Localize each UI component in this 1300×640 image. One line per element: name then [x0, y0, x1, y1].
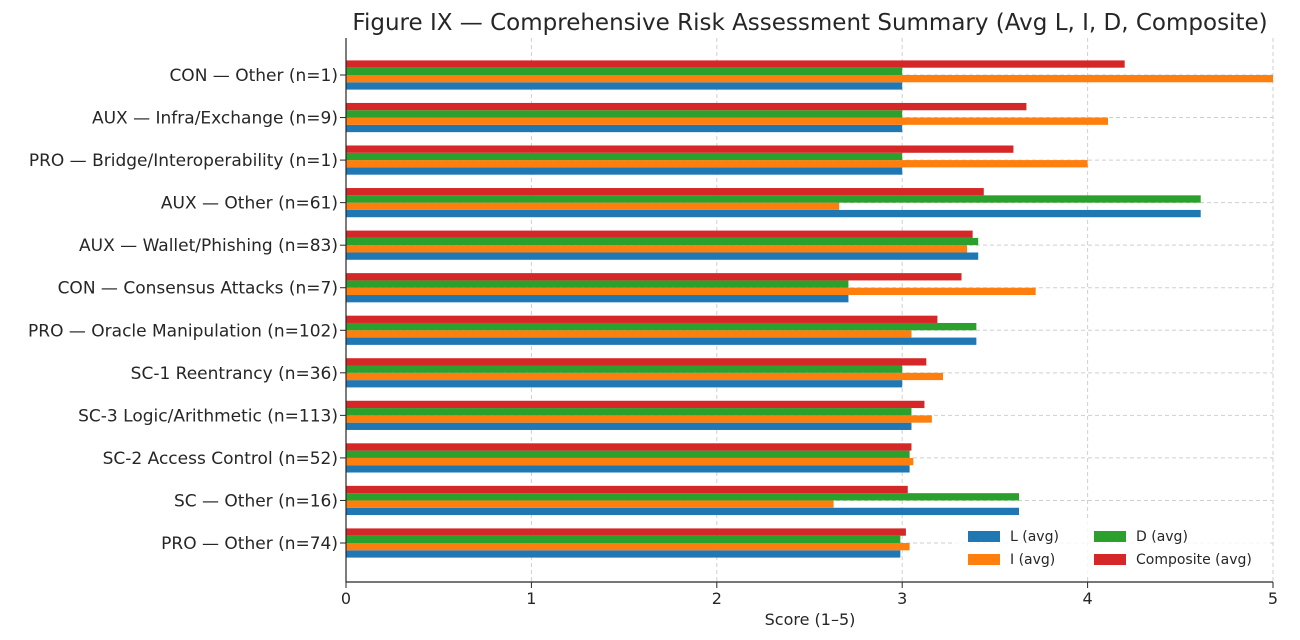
bar — [346, 124, 903, 133]
bar — [346, 337, 977, 345]
bar-group — [346, 273, 1036, 303]
x-tick-label: 0 — [341, 589, 351, 608]
bar — [346, 230, 973, 238]
category-label: AUX — Infra/Exchange (n=9) — [92, 109, 338, 129]
category-label: CON — Consensus Attacks (n=7) — [58, 279, 338, 299]
bar — [346, 465, 910, 473]
bar-group — [346, 315, 977, 345]
bar — [346, 408, 912, 416]
bar — [346, 543, 910, 551]
bar — [346, 202, 840, 210]
category-label: SC-3 Logic/Arithmetic (n=113) — [78, 406, 338, 426]
x-axis-label: Score (1–5) — [765, 610, 856, 629]
x-tick-label: 5 — [1268, 589, 1278, 608]
bar — [346, 422, 912, 430]
bar — [346, 330, 912, 338]
bar — [346, 245, 968, 253]
legend-swatch — [968, 554, 1000, 565]
bar — [346, 295, 849, 303]
bar — [346, 110, 903, 118]
bar — [346, 280, 849, 288]
legend-label: I (avg) — [1010, 552, 1055, 568]
category-label: PRO — Other (n=74) — [161, 534, 338, 554]
bar — [346, 152, 903, 161]
legend-label: Composite (avg) — [1136, 552, 1252, 568]
legend-swatch — [1094, 554, 1126, 565]
bar — [346, 315, 938, 323]
bar — [346, 60, 1125, 68]
legend: L (avg) D (avg) I (avg) Composite (avg) — [955, 520, 1267, 576]
bar — [346, 287, 1036, 296]
bar-group — [346, 358, 943, 388]
bar-group — [346, 145, 1088, 175]
bar — [346, 457, 914, 466]
category-label: AUX — Wallet/Phishing (n=83) — [79, 236, 338, 256]
bar — [346, 145, 1014, 153]
bar — [346, 82, 903, 90]
category-label: SC-2 Access Control (n=52) — [103, 449, 338, 469]
category-label: AUX — Other (n=61) — [161, 194, 338, 214]
bar — [346, 450, 910, 458]
bar — [346, 188, 984, 196]
bar — [346, 535, 901, 543]
x-tick-label: 2 — [712, 589, 722, 608]
category-labels: CON — Other (n=1) AUX — Infra/Exchange (n… — [28, 66, 346, 554]
x-tick-label: 1 — [526, 589, 536, 608]
bar-group — [346, 230, 979, 260]
bar — [346, 550, 901, 558]
category-label: PRO — Oracle Manipulation (n=102) — [28, 321, 338, 341]
bar — [346, 252, 979, 260]
bar — [346, 443, 912, 451]
bar — [346, 528, 906, 536]
bar — [346, 507, 1020, 516]
bar — [346, 358, 927, 366]
bar — [346, 415, 932, 423]
bar — [346, 102, 1027, 111]
bar — [346, 160, 1088, 168]
bar — [346, 209, 1201, 218]
bar-groups — [346, 60, 1273, 558]
legend-swatch — [968, 531, 1000, 542]
bar — [346, 117, 1108, 125]
bar — [346, 167, 903, 175]
bar-group — [346, 528, 910, 558]
category-label: PRO — Bridge/Interoperability (n=1) — [29, 151, 338, 171]
bar — [346, 400, 925, 409]
bar-group — [346, 188, 1201, 218]
x-tick-labels: 0 1 2 3 4 5 — [341, 582, 1278, 608]
bar — [346, 493, 1020, 501]
bar — [346, 372, 943, 381]
bar — [346, 322, 977, 331]
bar — [346, 195, 1201, 203]
bar — [346, 380, 903, 388]
legend-swatch — [1094, 531, 1126, 542]
category-label: SC — Other (n=16) — [174, 491, 338, 511]
chart-title: Figure IX — Comprehensive Risk Assessmen… — [352, 10, 1267, 36]
x-tick-label: 3 — [897, 589, 907, 608]
category-label: SC-1 Reentrancy (n=36) — [131, 364, 338, 384]
bar — [346, 67, 903, 75]
bar-group — [346, 443, 914, 473]
bar — [346, 237, 979, 246]
legend-label: D (avg) — [1136, 529, 1188, 545]
legend-label: L (avg) — [1010, 529, 1059, 545]
bar-group — [346, 485, 1020, 516]
bar-group — [346, 400, 932, 430]
bar-group — [346, 102, 1108, 133]
legend-box — [955, 520, 1267, 576]
bar — [346, 273, 962, 281]
bar — [346, 485, 908, 494]
bar — [346, 365, 903, 373]
bar-group — [346, 60, 1273, 90]
bar — [346, 75, 1273, 83]
category-label: CON — Other (n=1) — [169, 66, 338, 86]
x-tick-label: 4 — [1083, 589, 1093, 608]
bar — [346, 500, 834, 508]
